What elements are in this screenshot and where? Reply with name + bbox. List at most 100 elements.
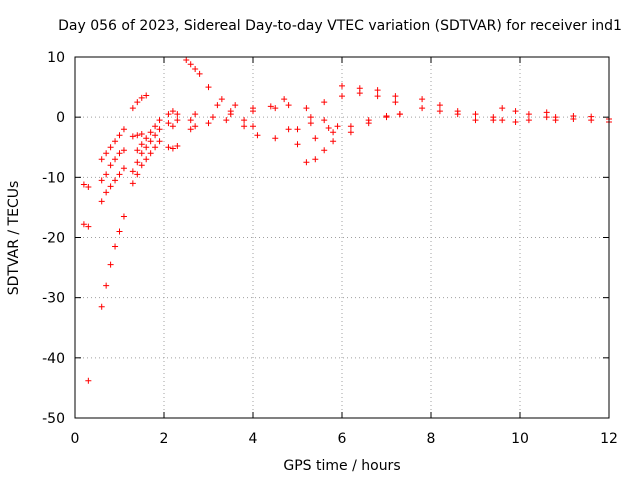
- data-point-low-2-6: [192, 123, 199, 130]
- data-point-mid-5-lower: [347, 129, 354, 136]
- data-points: [80, 57, 612, 384]
- y-tick-label: 0: [56, 110, 65, 126]
- data-point-short-segment: [129, 133, 136, 140]
- data-point-mid-pair-upper: [169, 108, 176, 115]
- x-tick-label: 4: [249, 431, 258, 447]
- x-tick-label: 8: [427, 431, 436, 447]
- y-tick-label: -50: [42, 411, 65, 427]
- plot-frame: [74, 56, 610, 419]
- y-tick-label: -40: [42, 351, 65, 367]
- data-point-arc-top: [374, 93, 381, 100]
- data-point-arc-top: [392, 99, 399, 106]
- data-point-climb-5: [312, 135, 319, 142]
- data-point-top-6: [356, 85, 363, 92]
- data-point-rise-6: [143, 135, 150, 142]
- data-point-upper-loop: [267, 103, 274, 110]
- y-tick-label: -30: [42, 291, 65, 307]
- data-point-low-2-6: [187, 126, 194, 133]
- data-point-steep-dive: [116, 228, 123, 235]
- y-tick-label: 10: [47, 50, 65, 66]
- data-point-descend: [192, 66, 199, 73]
- data-point-mid-5-lower: [307, 120, 314, 127]
- data-point-rise-3: [116, 132, 123, 139]
- data-point-crossing: [241, 117, 248, 124]
- data-point-rise-5: [156, 126, 163, 133]
- data-point-bump-5: [307, 114, 314, 121]
- data-point-isolated-b: [85, 223, 92, 230]
- data-point-loop-10-upper: [499, 105, 506, 112]
- data-point-descend-8b: [472, 117, 479, 124]
- data-point-descend: [196, 70, 203, 77]
- data-point-rise-5: [134, 159, 141, 166]
- chart-title: Day 056 of 2023, Sidereal Day-to-day VTE…: [58, 18, 622, 34]
- data-point-flat-3: [285, 102, 292, 109]
- data-point-rise-2: [107, 162, 114, 169]
- data-point-descend: [183, 57, 190, 64]
- data-point-rise-4: [152, 144, 159, 151]
- data-point-lower-loop: [285, 126, 292, 133]
- data-point-steep-dive: [98, 303, 105, 310]
- data-point-descend-8b: [490, 117, 497, 124]
- data-point-descend-8b: [419, 105, 426, 112]
- y-tick-label: -20: [42, 231, 65, 247]
- data-point-top-6: [374, 87, 381, 94]
- y-tick-labels: -50 -40 -30 -20 -10 0 10: [42, 50, 65, 427]
- data-point-lower-loop: [223, 117, 230, 124]
- data-point-upper-loop: [218, 96, 225, 103]
- data-point-arc-top: [339, 93, 345, 100]
- data-point-descend: [187, 61, 194, 68]
- data-point-steep-dive: [107, 261, 114, 268]
- data-point-dip-5: [303, 159, 310, 166]
- data-point-lower-loop: [254, 132, 261, 139]
- data-point-mid-5-lower: [294, 126, 301, 133]
- data-point-tail-11b: [570, 115, 577, 122]
- data-point-isolated-b: [80, 221, 87, 228]
- data-point-bump-5: [321, 117, 328, 124]
- data-point-mid-5-lower: [396, 111, 403, 118]
- data-point-dip-5: [321, 147, 328, 154]
- data-point-short-segment: [134, 132, 141, 139]
- data-point-isolated-a: [80, 181, 87, 188]
- data-point-rise-5: [129, 168, 136, 175]
- data-point-loop-10-upper: [512, 108, 519, 115]
- data-point-rise-4: [129, 180, 136, 187]
- data-point-crossing: [250, 123, 256, 130]
- data-point-rise-2: [112, 156, 119, 163]
- data-point-lower-loop: [241, 123, 248, 130]
- x-tick-label: 12: [600, 431, 618, 447]
- data-point-steep-dive: [103, 282, 110, 289]
- data-point-loop-10-upper: [525, 111, 532, 118]
- x-tick-label: 0: [71, 431, 80, 447]
- x-tick-label: 6: [338, 431, 347, 447]
- data-point-rise-6: [152, 123, 159, 130]
- data-point-flat-3: [227, 111, 234, 118]
- data-point-pair-2-6: [187, 117, 194, 124]
- data-point-climb-5: [294, 141, 301, 148]
- data-point-mid-pair-upper: [165, 111, 172, 118]
- data-point-rise-1: [103, 189, 110, 196]
- x-tick-label: 10: [511, 431, 529, 447]
- data-point-lower-loop: [205, 120, 212, 127]
- data-point-outlier: [85, 377, 92, 384]
- data-point-mid-pair-upper: [174, 111, 181, 118]
- data-point-rise-1: [116, 171, 123, 178]
- data-point-mid-5-lower: [365, 120, 372, 127]
- data-point-rise-3: [107, 144, 114, 151]
- data-point-tail-11b: [552, 117, 559, 124]
- data-point-rise-5: [152, 132, 159, 139]
- data-point-short-segment: [138, 131, 145, 138]
- data-point-rise-4: [156, 138, 163, 145]
- data-point-arc-top: [321, 99, 328, 106]
- data-point-mid-low: [174, 143, 181, 150]
- data-point-rise-3: [112, 138, 119, 145]
- x-tick-labels: 0 2 4 6 8 10 12: [71, 431, 618, 447]
- data-point-upper-loop: [281, 96, 288, 103]
- data-point-upper-loop: [205, 84, 212, 91]
- data-point-rise-7: [129, 105, 136, 112]
- data-point-steep-dive: [112, 243, 119, 250]
- data-point-loop-10-lower: [525, 117, 532, 124]
- data-point-rise-3: [120, 126, 127, 133]
- data-point-lower-loop: [272, 135, 279, 142]
- x-tick-label: 2: [160, 431, 169, 447]
